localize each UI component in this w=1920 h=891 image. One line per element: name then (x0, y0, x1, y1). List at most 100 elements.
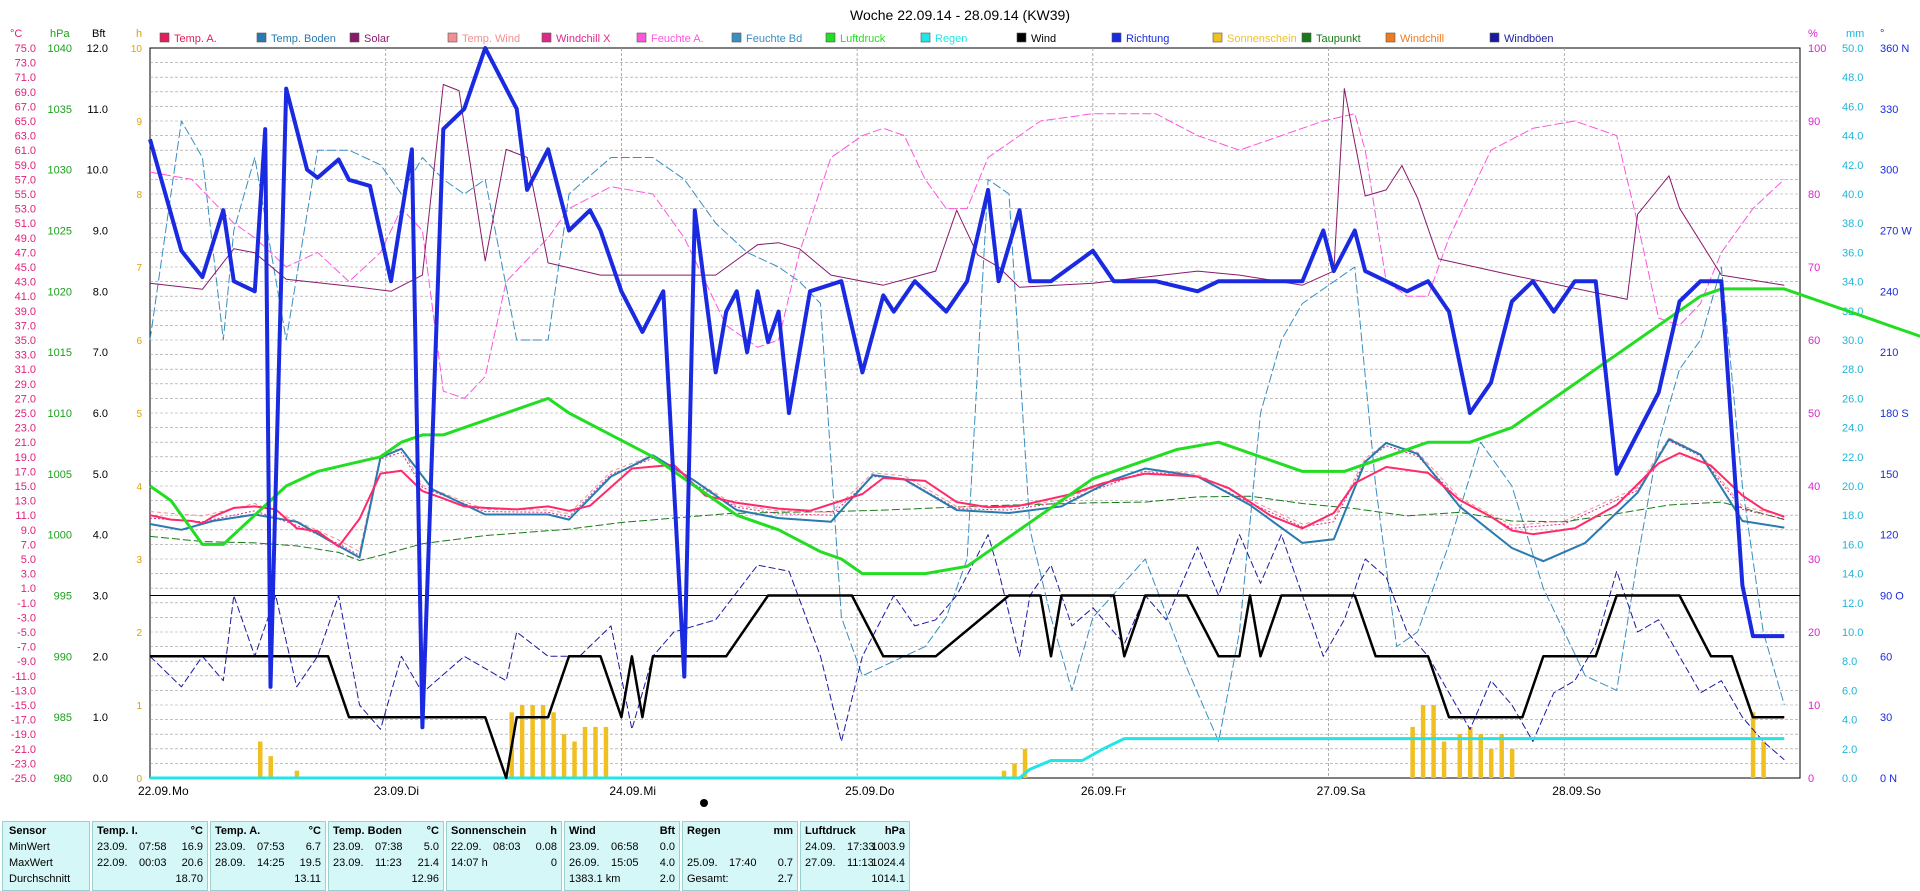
sunshine-bar (519, 705, 525, 778)
axis-tick-temp: -17.0 (11, 715, 36, 727)
axis-tick-temp: 53.0 (15, 204, 36, 216)
stat-unit: mm (773, 825, 793, 837)
sunshine-bar (258, 741, 263, 778)
axis-tick-pressure: 1005 (48, 469, 72, 481)
stat-value: 18.70 (175, 873, 203, 885)
axis-tick-sun: 8 (136, 190, 142, 201)
x-tick-day: Mo (172, 784, 189, 798)
axis-tick-sun: 10 (131, 44, 143, 55)
axis-tick-pressure: 1035 (48, 104, 72, 116)
axis-tick-rain: 20.0 (1842, 481, 1863, 493)
legend-label: Luftdruck (840, 33, 886, 45)
legend-swatch (349, 32, 360, 43)
axis-tick-pressure: 1010 (48, 408, 72, 420)
stat-value: 0.7 (777, 857, 793, 869)
series-line-regen (150, 737, 1785, 780)
axis-unit-rain: mm (1846, 28, 1864, 40)
x-tick-date: 27.09. (1317, 784, 1350, 798)
axis-tick-bft: 6.0 (93, 408, 108, 420)
axis-tick-temp: 25.0 (15, 408, 36, 420)
row-label-sensor: Sensor (9, 825, 47, 837)
axis-tick-temp: 45.0 (15, 262, 36, 274)
legend-label: Temp. Wind (462, 33, 520, 45)
stat-unit: °C (308, 825, 321, 837)
legend-label: Richtung (1126, 33, 1169, 45)
axis-tick-rain: 6.0 (1842, 685, 1857, 697)
axis-tick-pressure: 1020 (48, 286, 72, 298)
axis-tick-temp: 49.0 (15, 233, 36, 245)
stat-value: 2.7 (777, 873, 793, 885)
stat-title: Wind (569, 825, 596, 837)
stat-time: 07:53 (257, 841, 285, 853)
row-label-max: MaxWert (9, 857, 53, 869)
chart-axes: 75.073.071.069.067.065.063.061.059.057.0… (10, 28, 1912, 785)
sunshine-bar (1468, 726, 1473, 778)
stat-value: 2.0 (659, 873, 675, 885)
axis-tick-pressure: 1030 (48, 165, 72, 177)
chart-title: Woche 22.09.14 - 28.09.14 (KW39) (850, 7, 1070, 23)
axis-tick-direction: 210 (1880, 347, 1898, 359)
axis-tick-bft: 3.0 (93, 591, 108, 603)
stat-unit: °C (190, 825, 203, 837)
axis-tick-bft: 4.0 (93, 530, 108, 542)
axis-tick-bft: 0.0 (93, 773, 108, 785)
stat-date: 23.09. (569, 841, 600, 853)
stat-unit: h (550, 825, 557, 837)
axis-tick-bft: 8.0 (93, 286, 108, 298)
stat-value: 13.11 (294, 873, 321, 885)
chart-series (148, 46, 1920, 780)
axis-tick-temp: 29.0 (15, 379, 36, 391)
axis-tick-sun: 6 (136, 336, 142, 347)
sunshine-bar (1478, 734, 1483, 778)
stat-value: 20.6 (181, 857, 203, 869)
axis-tick-bft: 7.0 (93, 347, 108, 359)
stat-date: 22.09. (97, 857, 128, 869)
legend-label: Feuchte Bd (746, 33, 802, 45)
axis-tick-temp: 59.0 (15, 160, 36, 172)
axis-tick-humidity: 60 (1808, 335, 1820, 347)
axis-tick-temp: 3.0 (21, 569, 36, 581)
axis-tick-direction: 180 S (1880, 408, 1909, 420)
series-line-feuchte-bd (149, 120, 1785, 742)
stat-date: 26.09. (569, 857, 600, 869)
stat-title: Temp. A. (215, 825, 261, 837)
axis-tick-rain: 8.0 (1842, 656, 1857, 668)
axis-tick-sun: 4 (136, 482, 142, 493)
axis-tick-direction: 330 (1880, 104, 1898, 116)
stat-value: 21.4 (417, 857, 439, 869)
legend-swatch (1301, 32, 1312, 43)
stat-value: 0.08 (535, 841, 557, 853)
axis-tick-bft: 5.0 (93, 469, 108, 481)
legend-label: Wind (1031, 33, 1056, 45)
legend-swatch (1385, 32, 1396, 43)
legend-swatch (1111, 32, 1122, 43)
axis-tick-rain: 2.0 (1842, 744, 1857, 756)
axis-tick-sun: 9 (136, 117, 142, 128)
x-axis-labels: 22.09. Mo 23.09. Di 24.09. Mi 25.09. Do 26.09. Fr… (138, 784, 1601, 798)
sunshine-bar (1509, 748, 1515, 778)
stat-title: Luftdruck (805, 825, 856, 837)
axis-tick-temp: 13.0 (15, 496, 36, 508)
sunshine-bar (551, 712, 556, 778)
series-line-temp-a- (149, 452, 1785, 548)
stat-panel-labels: Sensor MinWert MaxWert Durchschnitt (2, 821, 90, 891)
x-tick-day: Do (879, 784, 895, 798)
x-tick-date: 26.09. (1081, 784, 1114, 798)
stat-time: 00:03 (139, 857, 167, 869)
stat-value: 1024.4 (871, 857, 905, 869)
axis-tick-direction: 270 W (1880, 226, 1912, 238)
stat-value: 16.9 (181, 841, 203, 853)
axis-tick-rain: 18.0 (1842, 510, 1863, 522)
axis-tick-temp: -23.0 (11, 758, 36, 770)
stat-time: 11:13 (847, 857, 874, 869)
record-icon[interactable] (700, 799, 708, 807)
sunshine-bar (582, 726, 588, 778)
axis-tick-rain: 10.0 (1842, 627, 1863, 639)
sunshine-bar (540, 705, 546, 778)
stat-time: 11:23 (375, 857, 402, 869)
legend-swatch (1489, 32, 1500, 43)
axis-tick-direction: 300 (1880, 165, 1898, 177)
axis-tick-temp: -9.0 (17, 656, 36, 668)
stat-title: Regen (687, 825, 721, 837)
x-tick-date: 28.09. (1552, 784, 1585, 798)
